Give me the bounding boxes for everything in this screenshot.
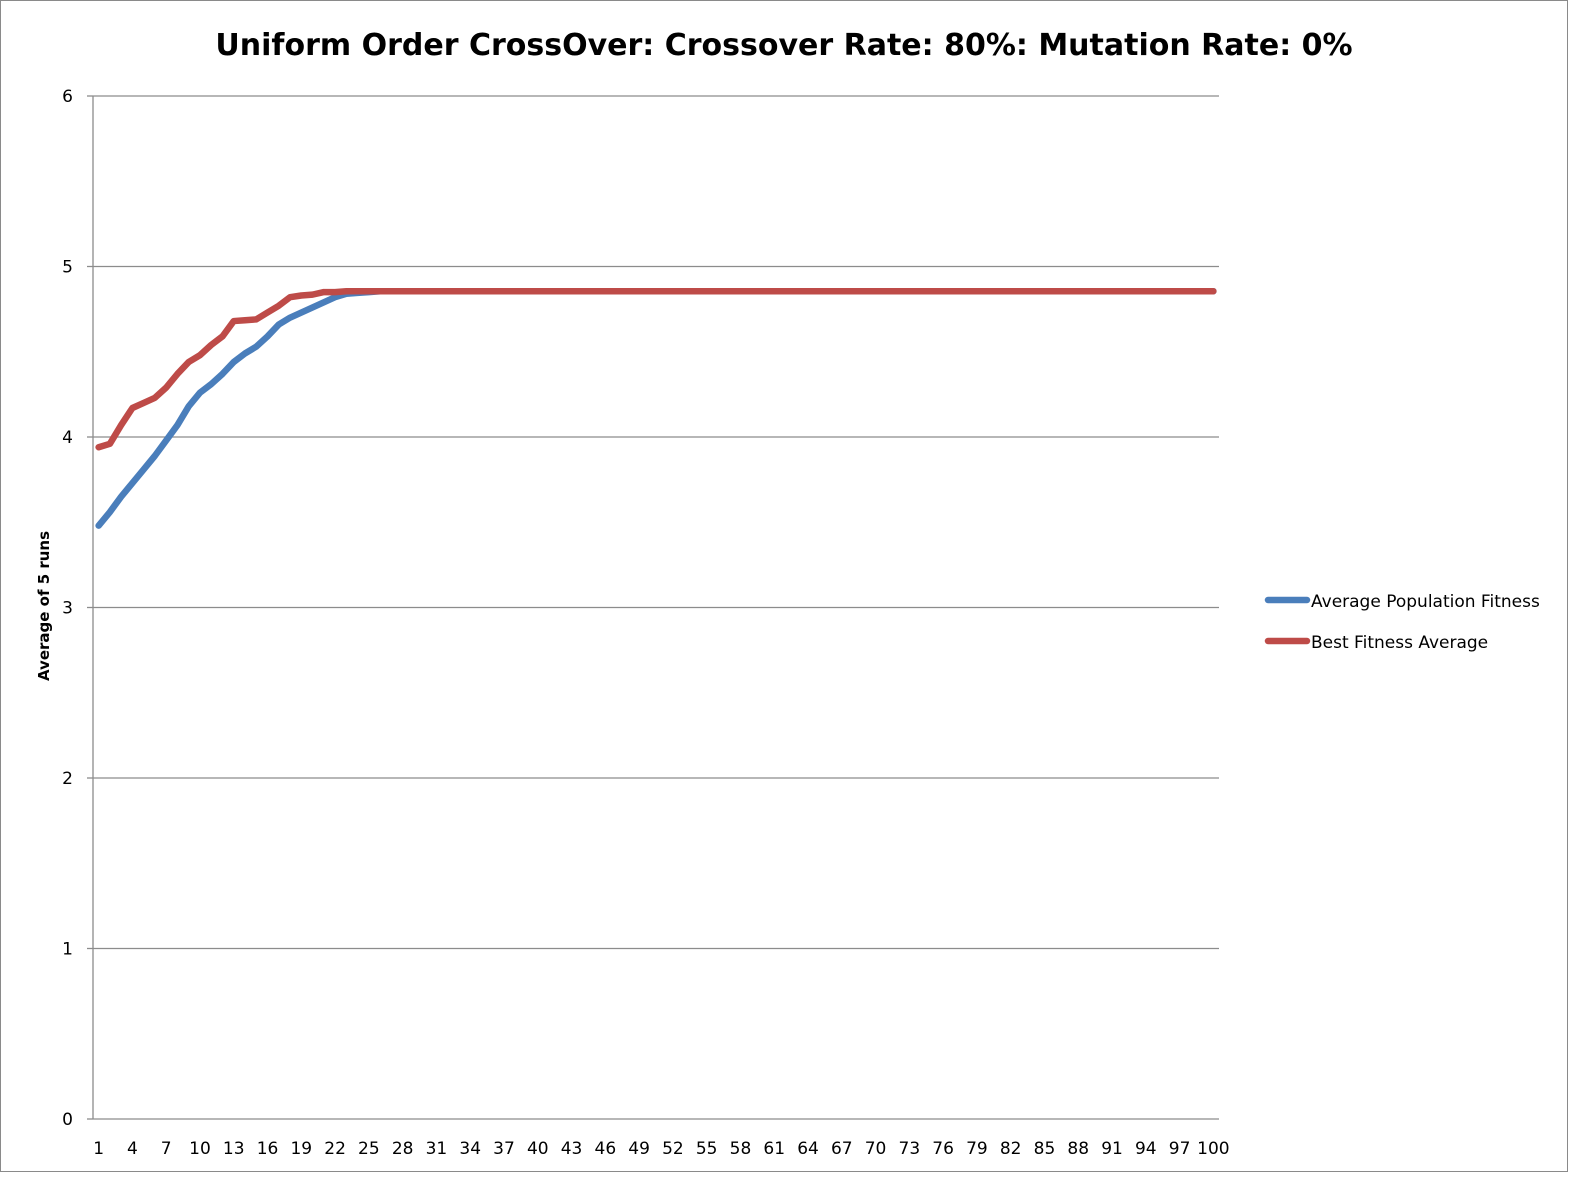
x-tick-label-88: 88 (1067, 1139, 1089, 1159)
gridlines (93, 95, 1219, 950)
chart-title: Uniform Order CrossOver: Crossover Rate:… (215, 28, 1353, 63)
axes (87, 95, 1219, 1120)
x-tick-label-100: 100 (1197, 1139, 1229, 1159)
x-tick-label-82: 82 (1000, 1139, 1022, 1159)
x-tick-label-4: 4 (127, 1139, 138, 1159)
y-tick-label-0: 0 (62, 1110, 73, 1130)
x-tick-label-37: 37 (493, 1139, 515, 1159)
series-lines (95, 287, 1217, 529)
y-tick-label-6: 6 (62, 87, 73, 107)
x-tick-label-85: 85 (1034, 1139, 1056, 1159)
x-tick-label-19: 19 (290, 1139, 312, 1159)
x-tick-label-94: 94 (1135, 1139, 1157, 1159)
x-tick-label-40: 40 (527, 1139, 549, 1159)
x-tick-label-16: 16 (257, 1139, 279, 1159)
x-tick-label-49: 49 (628, 1139, 650, 1159)
legend-label-2: Best Fitness Average (1311, 633, 1488, 653)
x-tick-label-67: 67 (831, 1139, 853, 1159)
x-tick-label-10: 10 (189, 1139, 211, 1159)
x-tick-label-25: 25 (358, 1139, 380, 1159)
y-tick-label-1: 1 (62, 940, 73, 960)
legend: Average Population Fitness Best Fitness A… (1264, 592, 1540, 653)
x-tick-label-46: 46 (595, 1139, 617, 1159)
y-tick-label-4: 4 (62, 428, 73, 448)
x-tick-label-64: 64 (797, 1139, 819, 1159)
x-tick-label-73: 73 (899, 1139, 921, 1159)
x-tick-label-97: 97 (1169, 1139, 1191, 1159)
x-tick-label-28: 28 (392, 1139, 414, 1159)
x-tick-label-31: 31 (426, 1139, 448, 1159)
x-tick-label-55: 55 (696, 1139, 718, 1159)
x-tick-label-61: 61 (763, 1139, 785, 1159)
x-tick-label-34: 34 (459, 1139, 481, 1159)
x-tick-label-1: 1 (93, 1139, 104, 1159)
x-tick-label-52: 52 (662, 1139, 684, 1159)
x-tick-label-79: 79 (966, 1139, 988, 1159)
x-tick-label-91: 91 (1101, 1139, 1123, 1159)
series-line-2 (95, 287, 1217, 451)
y-tick-label-3: 3 (62, 599, 73, 619)
x-tick-label-70: 70 (865, 1139, 887, 1159)
x-tick-label-43: 43 (561, 1139, 583, 1159)
y-tick-label-5: 5 (62, 258, 73, 278)
x-tick-label-13: 13 (223, 1139, 245, 1159)
legend-label-1: Average Population Fitness (1311, 592, 1540, 612)
x-tick-label-76: 76 (932, 1139, 954, 1159)
y-tick-label-2: 2 (62, 769, 73, 789)
y-tick-labels: 0 1 2 3 4 5 6 (62, 87, 73, 1130)
x-tick-labels: 1 4 7 10 13 16 19 22 25 28 31 34 37 40 43 46 49 52 55 58 61 6… (93, 1139, 1229, 1159)
x-tick-label-7: 7 (161, 1139, 172, 1159)
x-tick-label-22: 22 (324, 1139, 346, 1159)
x-tick-label-58: 58 (730, 1139, 752, 1159)
series-line-1 (95, 287, 1217, 529)
